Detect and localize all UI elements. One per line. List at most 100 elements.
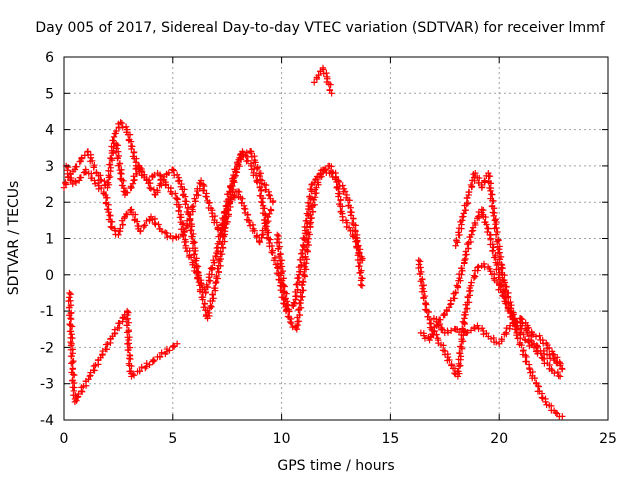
data-point [86, 372, 94, 380]
data-point [119, 314, 126, 322]
data-point [309, 208, 317, 216]
data-point [267, 206, 274, 213]
data-point [513, 331, 520, 339]
data-point [350, 215, 357, 222]
data-point [114, 155, 122, 162]
data-point [133, 170, 141, 178]
data-point [68, 360, 75, 367]
data-point [91, 180, 99, 187]
data-point [110, 133, 118, 141]
data-point [188, 233, 195, 240]
data-point [498, 335, 505, 343]
data-point [550, 351, 557, 358]
data-point [232, 166, 240, 173]
data-point [199, 181, 207, 188]
data-point [201, 300, 208, 307]
data-point [173, 171, 181, 178]
data-point [475, 263, 482, 270]
data-point [456, 343, 464, 350]
data-point [169, 166, 176, 173]
data-point [129, 370, 137, 378]
data-point [453, 282, 461, 289]
data-point [487, 267, 494, 275]
data-point [478, 183, 486, 191]
data-point [114, 148, 122, 155]
data-point [267, 236, 274, 243]
data-point [459, 213, 466, 221]
data-point [210, 256, 217, 264]
data-point [230, 175, 237, 182]
data-point [108, 218, 116, 226]
data-point [212, 279, 219, 287]
data-point [327, 81, 334, 88]
data-point [422, 306, 429, 313]
data-point [339, 182, 346, 189]
data-point [170, 342, 177, 350]
data-point [453, 236, 460, 244]
data-point [463, 305, 471, 313]
data-point [75, 390, 82, 398]
data-point [439, 326, 446, 333]
data-point [156, 353, 164, 360]
data-point [71, 371, 78, 379]
data-point [522, 336, 529, 344]
data-point [277, 260, 285, 267]
data-point [236, 188, 243, 196]
data-point [129, 180, 137, 187]
data-point [137, 227, 144, 235]
data-point [66, 170, 74, 177]
data-point [358, 257, 366, 264]
data-point [314, 179, 321, 186]
data-point [523, 325, 531, 332]
data-point [355, 249, 363, 256]
data-point [68, 352, 75, 360]
data-point [280, 282, 287, 289]
data-point [422, 300, 429, 308]
x-axis-label: GPS time / hours [277, 458, 394, 474]
data-point [187, 217, 194, 224]
data-point [118, 170, 125, 178]
data-point [551, 369, 558, 377]
series-track-b [62, 148, 277, 242]
data-point [67, 177, 75, 184]
data-point [127, 355, 134, 363]
data-point [286, 308, 293, 315]
data-point [493, 224, 500, 232]
data-point [303, 210, 311, 217]
data-point [461, 257, 468, 264]
data-point [175, 233, 182, 241]
data-point [254, 179, 261, 186]
data-point [269, 249, 276, 257]
data-point [62, 179, 69, 186]
data-point [263, 234, 271, 241]
data-point [419, 285, 427, 292]
data-point [280, 300, 287, 307]
data-point [464, 329, 471, 336]
data-point [554, 368, 561, 376]
x-tick-label: 25 [599, 431, 617, 447]
data-point [328, 170, 335, 177]
data-point [489, 247, 497, 254]
data-point [182, 201, 189, 208]
data-point [463, 200, 470, 208]
data-point [91, 367, 98, 374]
data-point [122, 123, 130, 130]
data-point [174, 196, 181, 203]
data-point [158, 181, 165, 189]
data-point [72, 179, 80, 186]
data-point [335, 178, 342, 186]
data-point [176, 177, 183, 184]
data-point [425, 308, 432, 316]
data-point [138, 363, 145, 371]
data-point [266, 192, 273, 199]
data-point [426, 336, 433, 344]
data-point [68, 331, 75, 338]
data-point [270, 257, 278, 264]
data-point [68, 323, 76, 330]
data-point [427, 334, 434, 341]
data-point [175, 207, 182, 214]
data-point [207, 265, 215, 272]
data-point [233, 169, 240, 176]
data-point [179, 221, 186, 228]
data-point [123, 211, 131, 218]
